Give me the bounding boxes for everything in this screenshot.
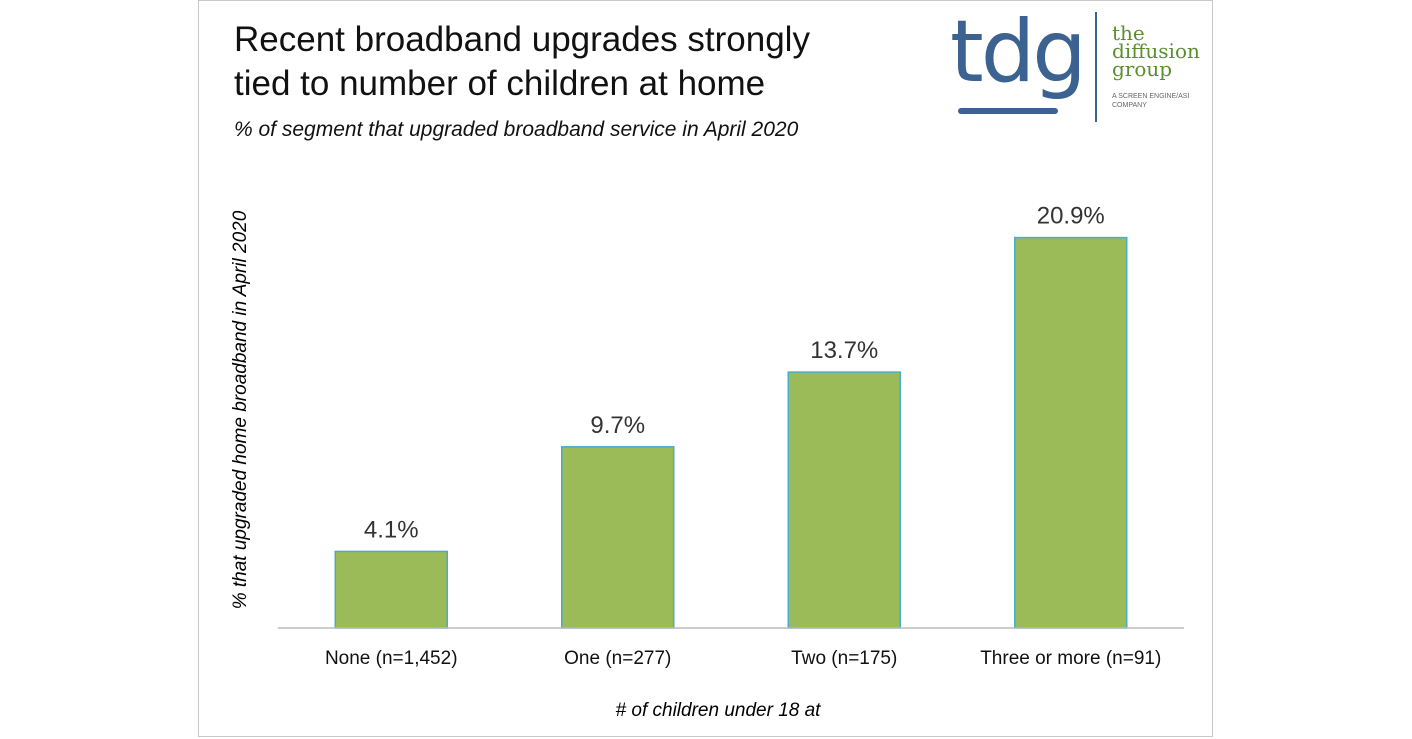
title-line-2: tied to number of children at home [234,64,766,103]
data-label: 4.1% [364,516,419,543]
logo-mark: tdg [950,2,1087,102]
logo-divider [1095,12,1097,122]
x-tick-label: None (n=1,452) [325,648,458,669]
title-line-1: Recent broadband upgrades strongly [234,20,810,59]
data-label: 13.7% [810,337,878,364]
data-label: 9.7% [590,412,645,439]
logo-tagline: A SCREEN ENGINE/ASI COMPANY [1112,93,1190,109]
logo-underline [958,108,1058,114]
x-tick-label: One (n=277) [564,648,671,669]
chart-subtitle: % of segment that upgraded broadband ser… [234,118,799,141]
chart-title: Recent broadband upgrades strongly tied t… [234,18,810,106]
x-tick-label: Two (n=175) [791,648,897,669]
data-label: 20.9% [1037,203,1105,230]
bar [334,550,448,629]
x-tick-label: Three or more (n=91) [980,648,1161,669]
bar [561,446,675,629]
bar [787,371,901,629]
chart-frame [198,0,1213,737]
bar [1014,236,1128,629]
x-axis-label: # of children under 18 at [615,700,821,721]
tdg-logo: tdg the diffusion group A SCREEN ENGINE/AS… [950,2,1210,125]
y-axis-label: % that upgraded home broadband in April … [230,210,251,610]
logo-name: the diffusion group [1112,21,1200,81]
